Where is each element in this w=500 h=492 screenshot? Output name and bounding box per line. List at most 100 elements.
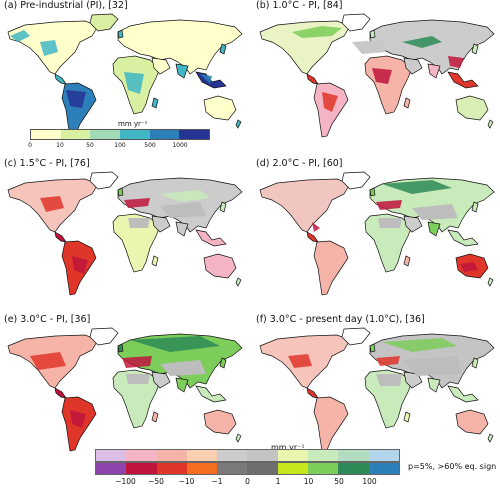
region-uk (117, 29, 124, 39)
region-seasia (447, 385, 479, 403)
region-australia (203, 95, 237, 121)
colorbar-swatch (217, 463, 248, 474)
diff-tick-label: 1 (275, 477, 281, 486)
region-nz (487, 277, 494, 287)
pi-tick-label: 50 (86, 142, 94, 149)
region-eurasia (369, 19, 495, 75)
region-australia (203, 253, 237, 279)
region-japan (471, 201, 479, 213)
colorbar-swatch (96, 450, 127, 461)
region-nz (235, 119, 242, 129)
colorbar-swatch (308, 463, 339, 474)
region-india (427, 377, 441, 393)
change-patch (372, 68, 392, 84)
colorbar-swatch (120, 130, 150, 139)
region-nz (235, 277, 242, 287)
colorbar-swatch (126, 450, 157, 461)
region-uk (117, 187, 124, 197)
region-greenland (89, 327, 119, 346)
change-patch (382, 338, 457, 352)
region-japan (471, 357, 479, 369)
region-uk (117, 343, 124, 353)
region-seasia (447, 71, 479, 89)
region-japan (471, 43, 479, 55)
region-seasia (195, 229, 227, 247)
change-patch (292, 26, 342, 38)
region-australia (455, 409, 489, 435)
colorbar-swatch (149, 130, 180, 139)
colorbar-swatch (338, 463, 369, 474)
change-patch (200, 74, 212, 84)
region-seasia (447, 229, 479, 247)
colorbar-swatch (277, 463, 309, 474)
map-panel-b: (b) 1.0°C - PI, [84] (252, 0, 497, 150)
region-camerica (306, 387, 319, 399)
region-japan (219, 357, 227, 369)
diff-tick-label: 10 (303, 477, 314, 486)
diff-tick-label: −1 (211, 477, 223, 486)
map-panel-c: (c) 1.5°C - PI, [76] (0, 158, 245, 308)
region-australia (203, 409, 237, 435)
region-eurasia (117, 19, 243, 75)
panel-title-f: (f) 3.0°C - present day (1.0°C), [36] (256, 314, 425, 325)
diff-tick-label: −10 (178, 477, 195, 486)
region-greenland (341, 171, 371, 190)
change-patch (40, 196, 64, 212)
world-map-b (259, 13, 495, 138)
map-panel-f: (f) 3.0°C - present day (1.0°C), [36] (252, 314, 497, 464)
region-camerica (54, 231, 67, 243)
colorbar-unit: mm yr⁻¹ (271, 443, 305, 452)
colorbar-swatch (31, 130, 61, 139)
change-patch (124, 198, 150, 208)
insignificant-area (160, 202, 206, 218)
diff-tick-label: −100 (115, 477, 136, 486)
change-patch (376, 356, 400, 366)
panel-title-c: (c) 1.5°C - PI, [76] (4, 158, 90, 169)
change-patch (376, 200, 402, 210)
pi-tick-label: 500 (144, 142, 156, 149)
map-panel-e: (e) 3.0°C - PI, [36] (0, 314, 245, 464)
colorbar-swatch (126, 463, 157, 474)
region-camerica (54, 73, 67, 85)
change-patch (10, 30, 30, 42)
change-patch (402, 36, 442, 48)
region-nz (487, 433, 494, 443)
insignificant-area (402, 356, 462, 376)
pi-tick-label: 100 (114, 142, 126, 149)
map-panel-a: (a) Pre-industrial (PI), [32] mm yr⁻¹ 0 10 5… (0, 0, 245, 150)
world-map-c (7, 171, 243, 296)
diff-tick-label: 0 (245, 477, 250, 486)
change-patch (122, 356, 152, 368)
pi-colorbar-unit: mm yr⁻¹ (118, 120, 148, 128)
colorbar-swatch (338, 450, 369, 461)
world-map-a (7, 13, 243, 138)
region-india (175, 63, 189, 79)
panel-title-e: (e) 3.0°C - PI, [36] (4, 314, 91, 325)
region-samerica (313, 240, 349, 296)
region-greenland (341, 327, 371, 346)
change-patch (66, 90, 86, 108)
region-seasia (195, 385, 227, 403)
region-madagascar (403, 411, 411, 423)
region-india (175, 221, 189, 237)
colorbar-swatch (368, 463, 399, 474)
pi-tick-label: 10 (56, 142, 64, 149)
diff-tick-label: 100 (362, 477, 377, 486)
region-greenland (89, 13, 119, 32)
region-arabia (403, 215, 423, 233)
region-madagascar (151, 97, 159, 109)
panel-title-b: (b) 1.0°C - PI, [84] (256, 0, 343, 11)
region-australia (455, 95, 489, 121)
change-patch (312, 222, 320, 232)
diff-tick-label: −50 (148, 477, 164, 486)
change-patch (382, 180, 452, 194)
region-eurasia (369, 177, 495, 233)
region-arabia (151, 57, 171, 75)
change-patch (448, 56, 464, 68)
region-arabia (151, 371, 171, 389)
region-camerica (54, 387, 67, 399)
colorbar-swatch (368, 450, 399, 461)
region-india (427, 63, 441, 79)
change-patch (30, 352, 66, 370)
region-uk (369, 29, 376, 39)
